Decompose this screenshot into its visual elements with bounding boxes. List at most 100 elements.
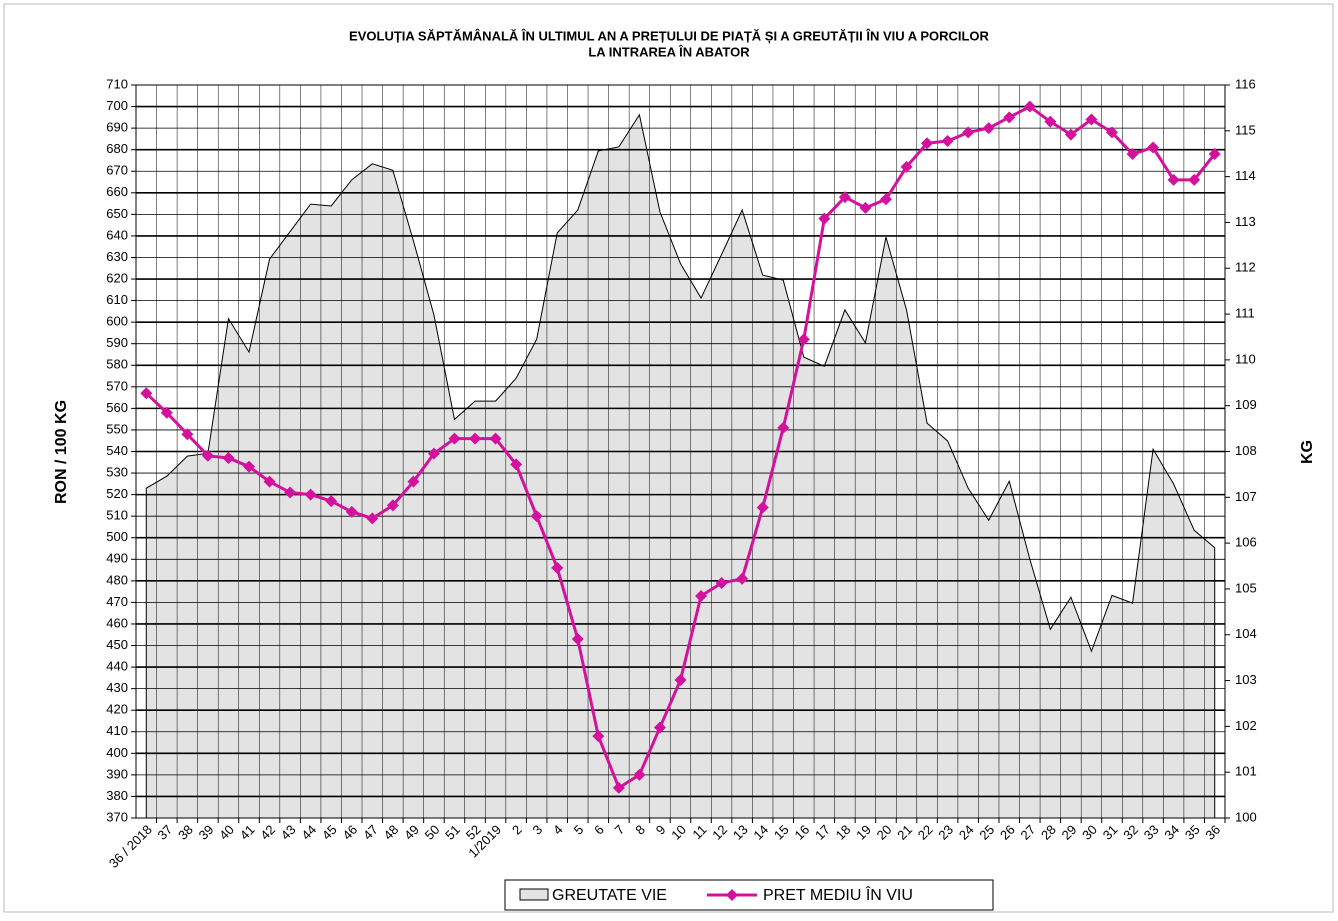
marker <box>551 561 564 574</box>
marker <box>1044 115 1057 128</box>
marker <box>1167 173 1180 186</box>
marker <box>982 122 995 135</box>
marker <box>756 501 769 514</box>
y2-tick-label: 103 <box>1235 672 1257 687</box>
marker <box>160 406 173 419</box>
y-tick-label: 650 <box>106 206 128 221</box>
y-tick-label: 600 <box>106 314 128 329</box>
marker <box>715 577 728 590</box>
y-tick-label: 410 <box>106 723 128 738</box>
marker <box>859 201 872 214</box>
marker <box>325 495 338 508</box>
marker <box>243 460 256 473</box>
marker <box>201 449 214 462</box>
y-tick-label: 710 <box>106 76 128 91</box>
marker <box>304 488 317 501</box>
y-tick-label: 520 <box>106 486 128 501</box>
marker <box>777 421 790 434</box>
marker <box>736 572 749 585</box>
y-tick-label: 640 <box>106 227 128 242</box>
y2-tick-label: 116 <box>1235 76 1256 91</box>
y-tick-label: 590 <box>106 335 128 350</box>
marker <box>1188 173 1201 186</box>
y2-tick-label: 106 <box>1235 535 1257 550</box>
y-tick-label: 390 <box>106 766 128 781</box>
y-tick-label: 510 <box>106 508 128 523</box>
marker <box>222 451 235 464</box>
y-tick-label: 580 <box>106 357 128 372</box>
chart-title: LA INTRAREA ÎN ABATOR <box>588 44 750 59</box>
marker <box>1126 147 1139 160</box>
marker <box>592 730 605 743</box>
marker <box>366 512 379 525</box>
y-tick-label: 490 <box>106 551 128 566</box>
y-tick-label: 480 <box>106 572 128 587</box>
marker <box>1023 100 1036 113</box>
y-tick-label: 670 <box>106 163 128 178</box>
marker <box>695 589 708 602</box>
y-tick-label: 540 <box>106 443 128 458</box>
y2-tick-label: 115 <box>1235 122 1256 137</box>
marker <box>571 633 584 646</box>
y-axis-label: RON / 100 KG <box>53 400 70 504</box>
marker <box>900 160 913 173</box>
legend-label: PRET MEDIU ÎN VIU <box>763 885 913 904</box>
marker <box>962 126 975 139</box>
y-tick-label: 470 <box>106 594 128 609</box>
marker <box>140 387 153 400</box>
marker <box>674 674 687 687</box>
y2-tick-label: 108 <box>1235 443 1257 458</box>
marker <box>1085 113 1098 126</box>
marker <box>469 432 482 445</box>
y2-tick-label: 110 <box>1235 351 1256 366</box>
marker <box>1003 111 1016 124</box>
y-tick-label: 560 <box>106 400 128 415</box>
marker <box>921 137 934 150</box>
legend-swatch <box>519 888 549 901</box>
marker <box>181 428 194 441</box>
marker <box>345 505 358 518</box>
y2-tick-label: 111 <box>1235 306 1255 321</box>
marker <box>489 432 502 445</box>
y-tick-label: 700 <box>106 98 128 113</box>
y2-tick-label: 114 <box>1235 168 1256 183</box>
marker <box>510 458 523 471</box>
legend-label: GREUTATE VIE <box>552 887 667 904</box>
y-tick-label: 370 <box>106 809 128 824</box>
y2-tick-label: 113 <box>1235 214 1256 229</box>
marker <box>879 193 892 206</box>
marker <box>284 486 297 499</box>
marker <box>1208 147 1221 160</box>
y2-tick-label: 101 <box>1235 764 1257 779</box>
y2-tick-label: 102 <box>1235 718 1257 733</box>
y-tick-label: 550 <box>106 421 128 436</box>
y-tick-label: 530 <box>106 464 128 479</box>
y-tick-label: 380 <box>106 788 128 803</box>
y-tick-label: 460 <box>106 615 128 630</box>
y-tick-label: 420 <box>106 702 128 717</box>
y-tick-label: 440 <box>106 659 128 674</box>
y-tick-label: 610 <box>106 292 128 307</box>
legend-marker <box>725 889 738 901</box>
y-tick-label: 690 <box>106 120 128 135</box>
marker <box>612 781 625 794</box>
marker <box>530 510 543 523</box>
marker <box>1105 126 1118 139</box>
marker <box>838 191 851 204</box>
y-tick-label: 400 <box>106 745 128 760</box>
chart-title: EVOLUȚIA SĂPTĂMÂNALĂ ÎN ULTIMUL AN A PRE… <box>349 28 989 43</box>
marker <box>1147 141 1160 154</box>
y-tick-label: 430 <box>106 680 128 695</box>
y-tick-label: 660 <box>106 184 128 199</box>
y2-tick-label: 107 <box>1235 489 1257 504</box>
y2-tick-label: 104 <box>1235 626 1257 641</box>
marker <box>448 432 461 445</box>
marker <box>941 135 954 148</box>
y-tick-label: 500 <box>106 529 128 544</box>
y-tick-label: 570 <box>106 378 128 393</box>
marker <box>427 447 440 460</box>
marker <box>386 499 399 512</box>
marker <box>263 475 276 488</box>
y2-tick-label: 105 <box>1235 580 1257 595</box>
marker <box>653 721 666 734</box>
